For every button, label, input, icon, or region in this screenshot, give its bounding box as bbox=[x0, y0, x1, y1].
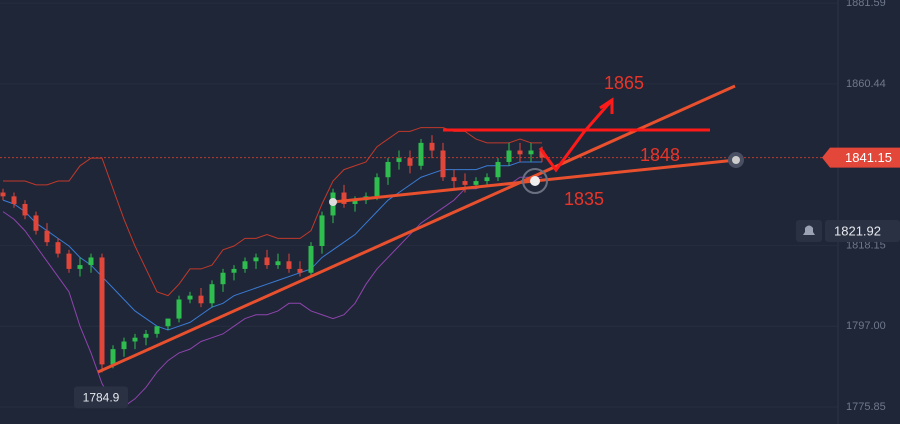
annotation: 1848 bbox=[640, 145, 680, 165]
candle-body bbox=[484, 177, 490, 182]
candle-body bbox=[187, 295, 193, 300]
candle-body bbox=[352, 200, 358, 204]
low-tag: 1784.9 bbox=[83, 391, 120, 405]
candle-body bbox=[209, 284, 215, 304]
candle-body bbox=[66, 253, 72, 269]
y-tick-label: 1797.00 bbox=[846, 320, 886, 332]
candle-body bbox=[231, 268, 237, 273]
candle-body bbox=[385, 161, 391, 178]
path-arrow bbox=[538, 99, 614, 173]
candle-body bbox=[220, 272, 226, 285]
candle-body bbox=[440, 150, 446, 178]
candle-body bbox=[297, 268, 303, 273]
drawings: 1865 1848 1835 bbox=[97, 73, 744, 374]
band-line bbox=[2, 176, 542, 407]
candle-body bbox=[11, 196, 17, 204]
candle-body bbox=[121, 341, 127, 350]
candle-body bbox=[462, 181, 468, 185]
candle-body bbox=[275, 261, 281, 266]
candle-body bbox=[143, 333, 149, 338]
candle-body bbox=[429, 142, 435, 151]
candle-body bbox=[77, 265, 83, 269]
y-tick-label: 1860.44 bbox=[846, 78, 886, 90]
candle-body bbox=[517, 150, 523, 155]
low-tag-bg bbox=[74, 386, 128, 409]
arrow-head bbox=[599, 97, 614, 114]
y-tick-label: 1775.85 bbox=[846, 401, 886, 413]
alert-icon bbox=[803, 225, 815, 236]
candle-body bbox=[319, 215, 325, 246]
candle-body bbox=[539, 150, 545, 158]
candle-body bbox=[374, 177, 380, 197]
band-line bbox=[2, 161, 542, 331]
candle-body bbox=[165, 318, 171, 327]
candle-body bbox=[308, 245, 314, 273]
candle-body bbox=[154, 326, 160, 334]
candle-body bbox=[44, 230, 50, 243]
annotation: 1865 bbox=[604, 73, 644, 93]
candle-body bbox=[418, 142, 424, 166]
candle-body bbox=[110, 349, 116, 365]
candle-body bbox=[22, 203, 28, 216]
candle-body bbox=[407, 158, 413, 166]
anchor bbox=[732, 156, 740, 164]
candle-body bbox=[451, 177, 457, 182]
candle-body bbox=[506, 150, 512, 162]
trend-line bbox=[97, 84, 736, 374]
candle-body bbox=[0, 192, 6, 197]
candle-body bbox=[341, 192, 347, 204]
candle-body bbox=[198, 295, 204, 304]
candle-body bbox=[528, 150, 534, 155]
candle-body bbox=[88, 257, 94, 266]
anchor bbox=[522, 168, 548, 194]
y-tick-label: 1818.15 bbox=[846, 239, 886, 251]
candle-body bbox=[132, 337, 138, 342]
annotation: 1835 bbox=[564, 189, 604, 209]
candle-body bbox=[286, 261, 292, 269]
candle-body bbox=[242, 261, 248, 269]
candle-body bbox=[473, 181, 479, 185]
candle-body bbox=[396, 158, 402, 162]
price-tag: 1841.15 bbox=[845, 150, 892, 165]
y-tick-label: 1881.59 bbox=[846, 0, 886, 9]
candle-body bbox=[99, 257, 105, 365]
alert-tag: 1821.92 bbox=[834, 223, 881, 238]
candle-body bbox=[253, 257, 259, 262]
alert-tag-bg bbox=[825, 220, 900, 243]
anchor bbox=[530, 176, 540, 186]
price-tag-bg bbox=[822, 147, 900, 168]
candle-body bbox=[495, 161, 501, 178]
band-line bbox=[3, 127, 542, 297]
candle-body bbox=[55, 242, 61, 254]
anchor bbox=[329, 198, 337, 206]
candle-body bbox=[264, 257, 270, 266]
candle-body bbox=[33, 215, 39, 231]
candle-body bbox=[176, 299, 182, 319]
